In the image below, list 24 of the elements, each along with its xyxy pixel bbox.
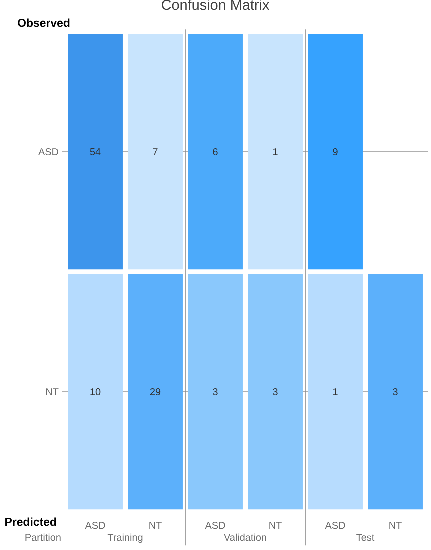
- x-tick-label: ASD: [325, 522, 346, 530]
- chart-title: Confusion Matrix: [162, 0, 270, 10]
- x-tick-label: NT: [390, 522, 402, 530]
- data-label: 54: [90, 148, 101, 156]
- data-label: 3: [213, 388, 218, 396]
- data-label: 3: [273, 388, 278, 396]
- annotation: Test: [356, 534, 375, 542]
- data-label: 9: [333, 148, 338, 156]
- data-label: 7: [153, 148, 158, 156]
- annotation: Training: [108, 534, 143, 544]
- x-tick-label: NT: [150, 522, 162, 530]
- data-label: 1: [274, 148, 278, 156]
- y-axis-title: Observed: [18, 18, 70, 28]
- data-label: 29: [150, 388, 161, 396]
- x-axis-title: Predicted: [6, 518, 56, 526]
- data-label: 6: [213, 148, 218, 156]
- data-label: 3: [393, 388, 398, 396]
- text: Partition: [26, 534, 61, 542]
- data-label: 1: [334, 388, 338, 396]
- x-tick-label: ASD: [205, 522, 226, 530]
- x-tick-label: NT: [270, 522, 282, 530]
- data-label: 10: [90, 388, 101, 396]
- x-tick-label: ASD: [85, 522, 106, 530]
- annotation: Validation: [224, 534, 266, 542]
